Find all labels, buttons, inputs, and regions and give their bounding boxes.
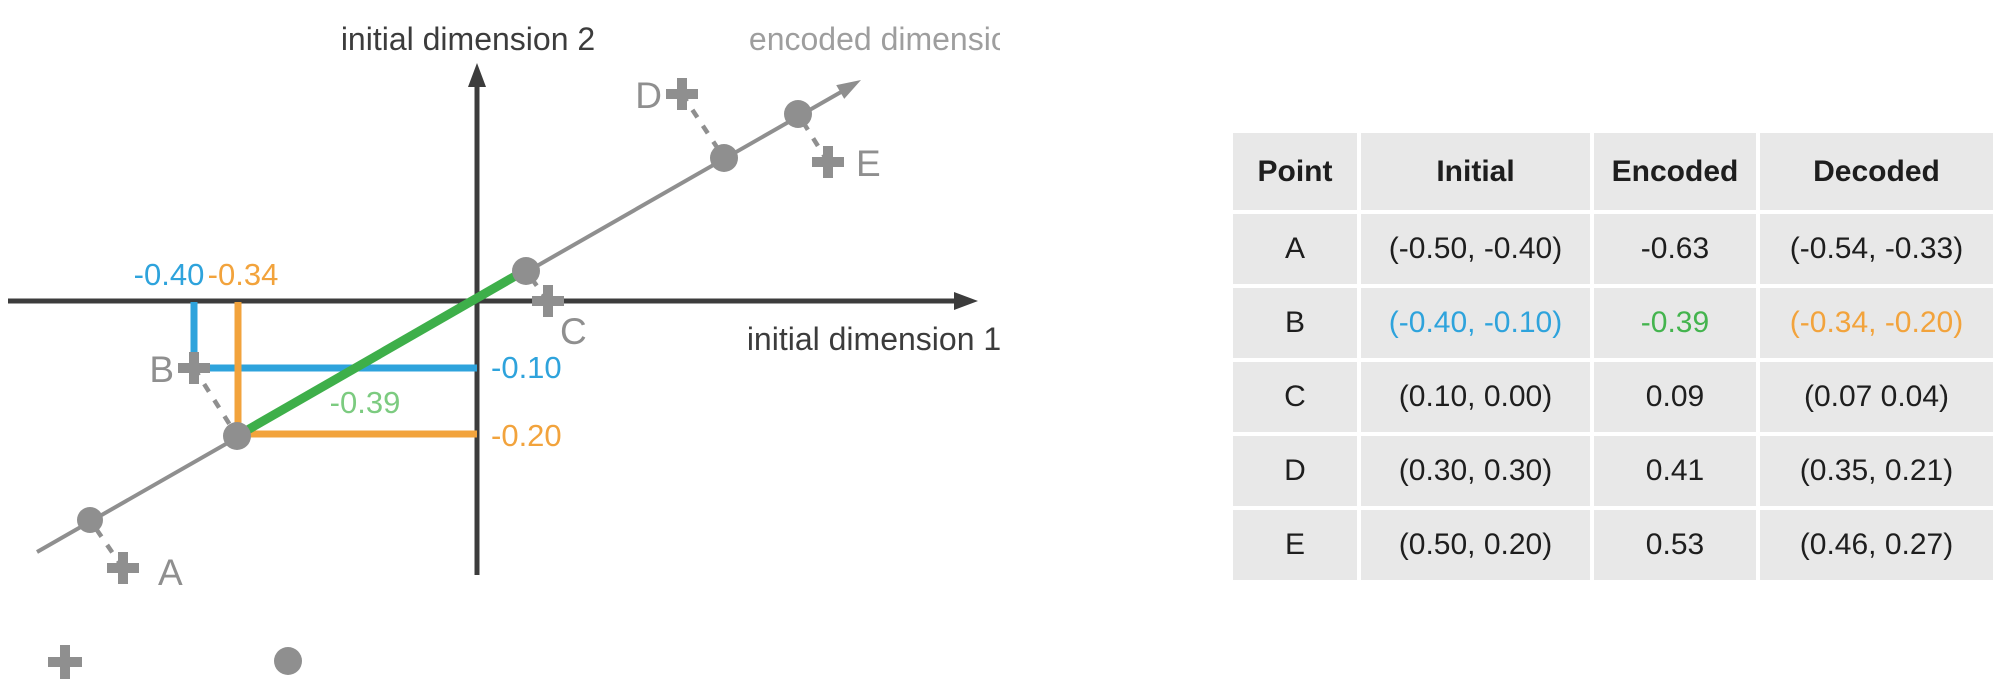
y-axis-arrow-icon <box>468 63 486 87</box>
point-e-label: E <box>856 143 881 184</box>
encoded-value-line <box>234 267 527 440</box>
point-e-initial-marker <box>812 146 844 178</box>
cell-decoded-b: (-0.34, -0.20) <box>1760 288 1993 358</box>
results-table: Point Initial Encoded Decoded A (-0.50, … <box>1233 133 1993 580</box>
initial-y-value-label: -0.10 <box>491 350 562 385</box>
y-axis-label: initial dimension 2 <box>341 21 595 57</box>
cell-initial-d: (0.30, 0.30) <box>1361 436 1590 506</box>
cell-decoded-d: (0.35, 0.21) <box>1760 436 1993 506</box>
cell-initial-b: (-0.40, -0.10) <box>1361 288 1590 358</box>
initial-x-value-label: -0.40 <box>134 257 205 292</box>
legend-decoded-dot-marker <box>274 647 302 675</box>
cell-encoded-e: 0.53 <box>1594 510 1756 580</box>
legend-initial-plus-marker <box>48 645 82 679</box>
encoded-value-label: -0.39 <box>330 385 401 420</box>
cell-point-a: A <box>1233 214 1357 284</box>
x-axis-arrow-icon <box>954 292 978 310</box>
cell-encoded-a: -0.63 <box>1594 214 1756 284</box>
col-header-initial: Initial <box>1361 133 1590 210</box>
point-d-decoded-dot <box>710 144 738 172</box>
point-a-decoded-dot <box>77 507 103 533</box>
cell-encoded-b: -0.39 <box>1594 288 1756 358</box>
point-c-initial-marker <box>532 285 564 317</box>
cell-decoded-a: (-0.54, -0.33) <box>1760 214 1993 284</box>
decoded-x-value-label: -0.34 <box>208 257 279 292</box>
col-header-encoded: Encoded <box>1594 133 1756 210</box>
point-b-decoded-dot <box>223 422 251 450</box>
point-e-decoded-dot <box>784 100 812 128</box>
point-d-label: D <box>635 75 662 116</box>
cell-point-d: D <box>1233 436 1357 506</box>
col-header-point: Point <box>1233 133 1357 210</box>
cell-initial-a: (-0.50, -0.40) <box>1361 214 1590 284</box>
point-c-label: C <box>560 311 587 352</box>
projection-plot: initial dimension 2 initial dimension 1 … <box>8 21 1000 679</box>
cell-encoded-d: 0.41 <box>1594 436 1756 506</box>
cell-decoded-e: (0.46, 0.27) <box>1760 510 1993 580</box>
decoded-y-value-label: -0.20 <box>491 418 562 453</box>
x-axis-label: initial dimension 1 <box>747 321 1000 357</box>
encoded-axis-label: encoded dimension 1 <box>749 21 1000 57</box>
cell-initial-c: (0.10, 0.00) <box>1361 362 1590 432</box>
point-a-initial-marker <box>107 552 139 584</box>
cell-point-c: C <box>1233 362 1357 432</box>
cell-point-b: B <box>1233 288 1357 358</box>
point-b-initial-marker <box>178 352 210 384</box>
point-d-initial-marker <box>666 78 698 110</box>
encoded-axis-arrow-icon <box>836 80 861 99</box>
cell-decoded-c: (0.07 0.04) <box>1760 362 1993 432</box>
point-c-decoded-dot <box>512 257 540 285</box>
cell-initial-e: (0.50, 0.20) <box>1361 510 1590 580</box>
point-b-connector <box>192 366 239 438</box>
cell-encoded-c: 0.09 <box>1594 362 1756 432</box>
col-header-decoded: Decoded <box>1760 133 1993 210</box>
point-a-label: A <box>158 552 183 593</box>
cell-point-e: E <box>1233 510 1357 580</box>
point-b-label: B <box>149 349 174 390</box>
